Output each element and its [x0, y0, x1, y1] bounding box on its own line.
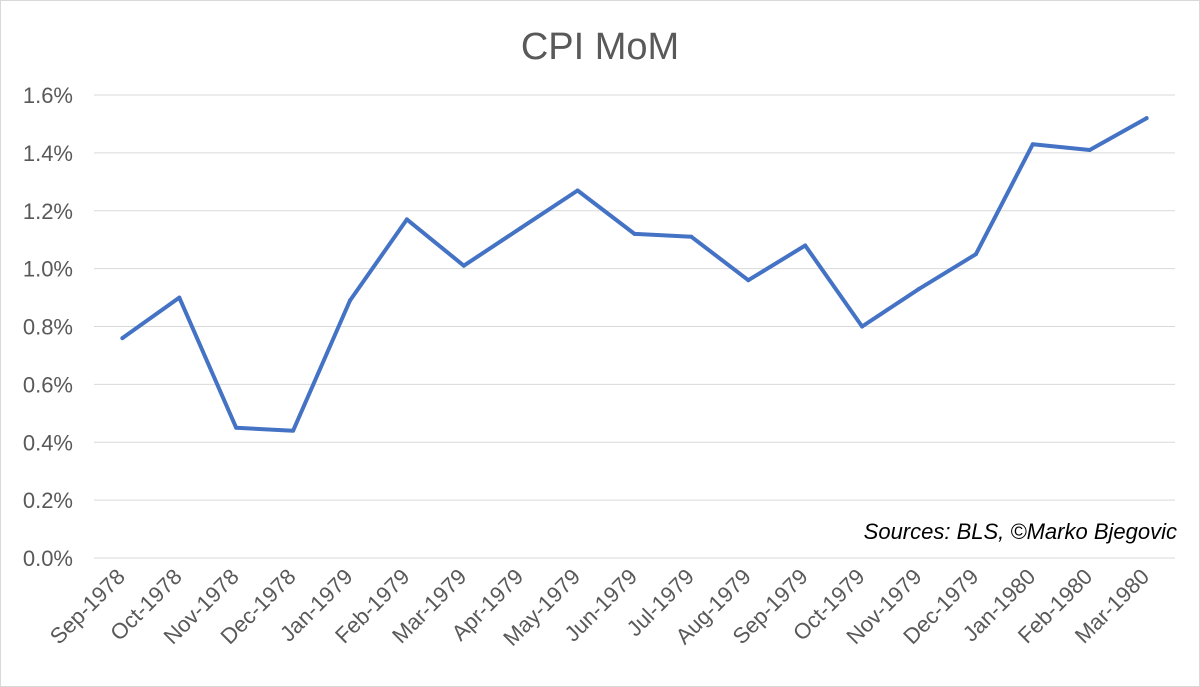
data-point — [291, 428, 296, 433]
data-point — [746, 278, 751, 283]
y-axis-ticks: 0.0% 0.2% 0.4% 0.6% 0.8% 1.0% 1.2% 1.4% 1.6% — [23, 83, 73, 571]
y-tick-label: 0.8% — [23, 315, 73, 340]
data-point — [518, 226, 523, 231]
x-axis-ticks: Sep-1978Oct-1978Nov-1978Dec-1978Jan-1979… — [45, 564, 1154, 651]
y-tick-label: 0.0% — [23, 546, 73, 571]
data-point — [461, 263, 466, 268]
y-tick-label: 0.2% — [23, 488, 73, 513]
source-annotation: Sources: BLS, ©Marko Bjegovic — [864, 519, 1177, 544]
y-tick-label: 1.4% — [23, 141, 73, 166]
data-point — [234, 425, 239, 430]
data-point — [803, 243, 808, 248]
chart-title: CPI MoM — [521, 26, 679, 68]
data-point — [120, 336, 125, 341]
y-tick-label: 1.6% — [23, 83, 73, 108]
data-point — [348, 298, 353, 303]
data-point — [916, 286, 921, 291]
data-point — [1030, 142, 1035, 147]
data-point — [860, 324, 865, 329]
data-point — [177, 295, 182, 300]
data-point — [973, 252, 978, 257]
data-point — [689, 234, 694, 239]
y-tick-label: 1.0% — [23, 257, 73, 282]
data-point — [1144, 116, 1149, 121]
y-tick-label: 0.4% — [23, 430, 73, 455]
y-tick-label: 0.6% — [23, 372, 73, 397]
y-tick-label: 1.2% — [23, 199, 73, 224]
gridlines — [94, 94, 1175, 559]
data-point — [1087, 147, 1092, 152]
data-point — [404, 217, 409, 222]
series-layer — [120, 116, 1149, 433]
data-point — [632, 231, 637, 236]
data-point — [575, 188, 580, 193]
series-line — [120, 116, 1149, 433]
